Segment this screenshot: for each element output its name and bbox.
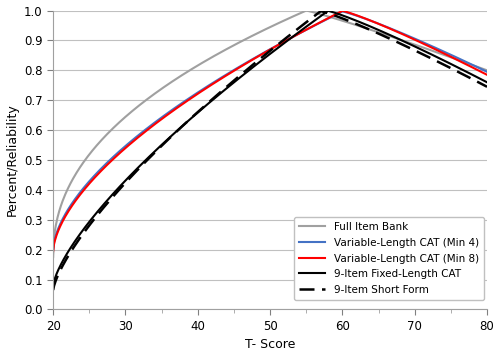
Variable-Length CAT (Min 8) (50, 249, 56, 253)
Variable-Length CAT (Min 8) (259, 52, 265, 56)
Legend: Full Item Bank, Variable-Length CAT (Min 4), Variable-Length CAT (Min 8), 9-Item: Full Item Bank, Variable-Length CAT (Min… (294, 217, 484, 300)
9-Item Fixed-Length CAT (50, 283, 56, 288)
Full Item Bank (285, 17, 291, 21)
9-Item Fixed-Length CAT (406, 42, 412, 46)
9-Item Fixed-Length CAT (325, 9, 331, 13)
Full Item Bank (256, 30, 262, 35)
Full Item Bank (406, 41, 412, 45)
9-Item Short Form (50, 288, 56, 292)
9-Item Short Form (318, 9, 324, 13)
X-axis label: T- Score: T- Score (245, 338, 296, 351)
Variable-Length CAT (Min 8) (308, 25, 314, 29)
Variable-Length CAT (Min 4) (259, 52, 265, 56)
Line: 9-Item Fixed-Length CAT: 9-Item Fixed-Length CAT (53, 11, 487, 286)
Line: 9-Item Short Form: 9-Item Short Form (53, 11, 487, 290)
Variable-Length CAT (Min 8) (474, 68, 480, 72)
9-Item Short Form (308, 16, 314, 20)
Variable-Length CAT (Min 4) (340, 9, 345, 14)
Full Item Bank (474, 65, 480, 69)
Variable-Length CAT (Min 4) (308, 25, 314, 29)
Variable-Length CAT (Min 4) (406, 34, 412, 39)
Variable-Length CAT (Min 4) (474, 65, 480, 69)
9-Item Short Form (256, 57, 262, 62)
9-Item Short Form (285, 34, 291, 39)
9-Item Fixed-Length CAT (259, 58, 265, 62)
Variable-Length CAT (Min 4) (50, 247, 56, 252)
9-Item Short Form (406, 46, 412, 50)
Full Item Bank (259, 29, 265, 33)
Full Item Bank (484, 68, 490, 72)
9-Item Fixed-Length CAT (256, 60, 262, 64)
Line: Variable-Length CAT (Min 4): Variable-Length CAT (Min 4) (53, 11, 487, 250)
Line: Full Item Bank: Full Item Bank (53, 11, 487, 257)
Full Item Bank (310, 10, 316, 14)
9-Item Fixed-Length CAT (474, 75, 480, 80)
Variable-Length CAT (Min 8) (406, 35, 412, 40)
9-Item Fixed-Length CAT (484, 80, 490, 85)
9-Item Fixed-Length CAT (308, 21, 314, 25)
Variable-Length CAT (Min 8) (285, 37, 291, 42)
Y-axis label: Percent/Reliability: Percent/Reliability (6, 104, 18, 216)
Variable-Length CAT (Min 4) (484, 70, 490, 74)
9-Item Short Form (484, 85, 490, 89)
9-Item Short Form (259, 55, 265, 60)
Full Item Bank (303, 9, 309, 13)
Variable-Length CAT (Min 8) (256, 54, 262, 58)
Full Item Bank (50, 255, 56, 259)
Variable-Length CAT (Min 8) (484, 73, 490, 77)
Variable-Length CAT (Min 8) (340, 9, 345, 13)
9-Item Fixed-Length CAT (285, 38, 291, 42)
Variable-Length CAT (Min 4) (256, 53, 262, 57)
9-Item Short Form (474, 80, 480, 84)
Line: Variable-Length CAT (Min 8): Variable-Length CAT (Min 8) (53, 11, 487, 251)
Variable-Length CAT (Min 4) (285, 37, 291, 42)
